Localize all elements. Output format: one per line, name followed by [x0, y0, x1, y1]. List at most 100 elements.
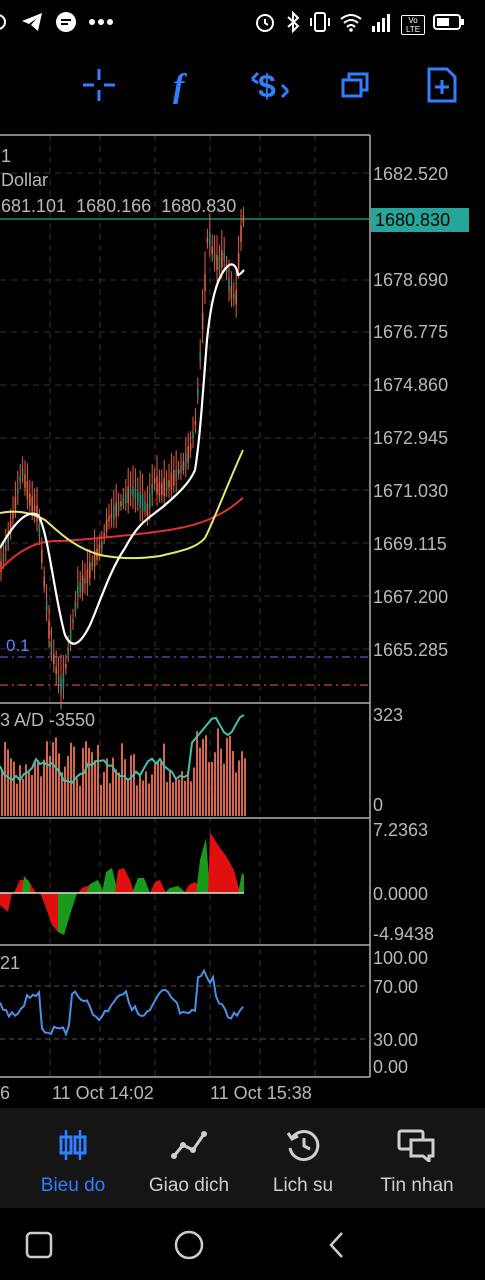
ad-bar — [85, 741, 87, 816]
candle-body — [235, 289, 237, 305]
candle-body — [218, 256, 221, 269]
recents-icon — [24, 1231, 54, 1264]
candle-body — [38, 523, 41, 537]
ad-bar — [169, 770, 171, 816]
new-chart-button[interactable] — [420, 65, 464, 109]
candle-body — [98, 544, 101, 556]
symbol-name: Dollar — [1, 170, 48, 190]
add-chart-icon — [425, 65, 459, 110]
ad-bar — [7, 749, 9, 816]
candle-body — [213, 253, 216, 260]
candle-body — [134, 489, 137, 500]
nav-tab-trade[interactable]: Giao dich — [134, 1128, 244, 1197]
rsi-label: 21 — [0, 953, 20, 973]
ad-bar — [115, 769, 117, 816]
candle-body — [48, 621, 50, 639]
ad-bar — [160, 762, 162, 816]
time-tick: 6 — [0, 1083, 10, 1103]
candle-body — [50, 641, 53, 653]
candle-body — [17, 488, 19, 494]
nav-tab-chart[interactable]: Bieu do — [18, 1128, 128, 1197]
oscillator-histogram — [0, 832, 244, 935]
current-price-tag — [371, 208, 469, 232]
pane-borders — [0, 134, 371, 1078]
ad-bar — [241, 751, 243, 816]
home-button[interactable] — [172, 1230, 206, 1260]
candle-body — [173, 469, 175, 486]
osc-scale-mid: 0.0000 — [373, 884, 428, 904]
nav-tab-history[interactable]: Lich su — [248, 1128, 358, 1197]
candle-body — [146, 503, 149, 516]
ad-bar — [82, 748, 84, 816]
candle-body — [139, 492, 141, 508]
time-tick: 11 Oct 15:38 — [210, 1083, 312, 1103]
indicators-button[interactable]: f — [162, 65, 206, 109]
candle-body — [125, 492, 127, 503]
candle-body — [158, 482, 161, 496]
candle-body — [144, 501, 146, 512]
candle-body — [31, 496, 33, 512]
candle-body — [103, 532, 105, 539]
back-button[interactable] — [322, 1230, 356, 1260]
app-icon — [0, 10, 10, 39]
ad-bar — [205, 735, 207, 816]
candle-body — [201, 312, 204, 330]
ad-bar — [1, 770, 3, 816]
ad-bar — [97, 744, 99, 816]
candle-body — [65, 664, 67, 669]
trade-button[interactable]: $ — [248, 65, 292, 109]
ad-bar — [187, 771, 189, 816]
time-axis: 6 11 Oct 14:02 11 Oct 15:38 — [0, 1083, 312, 1103]
candle-body — [89, 562, 91, 579]
candle-body — [192, 432, 194, 438]
candle-body — [45, 601, 48, 611]
candle-body — [101, 541, 103, 549]
ad-bar — [235, 772, 237, 816]
candle-body — [223, 251, 225, 261]
crosshair-button[interactable] — [77, 65, 121, 109]
ad-bar — [112, 757, 114, 816]
price-tick: 1676.775 — [373, 322, 448, 342]
nav-label: Giao dich — [148, 1175, 230, 1196]
ad-bar — [58, 753, 60, 816]
candle-body — [137, 492, 139, 503]
windows-button[interactable] — [334, 65, 378, 109]
ad-bar — [196, 731, 198, 816]
ad-bar — [226, 737, 228, 816]
ad-bar — [55, 737, 57, 816]
candle-body — [185, 453, 187, 468]
ad-bar — [244, 758, 246, 816]
function-icon: f — [169, 66, 199, 109]
price-tick: 1669.115 — [373, 534, 447, 554]
candle-body — [211, 246, 213, 255]
candlestick-icon — [57, 1130, 89, 1166]
ad-bar — [22, 778, 24, 816]
price-tick: 1682.520 — [373, 164, 448, 184]
candle-body — [21, 468, 24, 476]
messenger-icon — [54, 10, 78, 39]
candle-body — [43, 576, 45, 588]
recent-apps-button[interactable] — [24, 1230, 58, 1260]
candle-body — [57, 674, 60, 683]
ad-bar — [124, 759, 126, 816]
candle-body — [216, 254, 218, 271]
ad-bar — [238, 760, 240, 816]
price-chart[interactable]: 1 Dollar 681.101 1680.166 1680.830 0.1 1… — [0, 0, 485, 1108]
ad-bar — [67, 755, 69, 816]
ad-bar — [76, 778, 78, 816]
trade-icon: $ — [248, 65, 292, 110]
price-tick: 1678.690 — [373, 270, 448, 290]
ad-bar — [91, 752, 93, 816]
candle-body — [170, 472, 173, 490]
nav-tab-messages[interactable]: Tin nhan — [362, 1128, 472, 1197]
volte-icon: Vo LTE — [401, 14, 425, 35]
candle-body — [177, 469, 180, 475]
candle-body — [93, 551, 96, 567]
ad-bar — [34, 762, 36, 816]
candle-body — [29, 493, 31, 506]
messages-icon — [397, 1129, 437, 1166]
candle-body — [149, 493, 151, 509]
ad-bar — [100, 785, 102, 816]
status-bar: Vo LTE — [0, 0, 485, 50]
candle-body — [153, 478, 156, 484]
